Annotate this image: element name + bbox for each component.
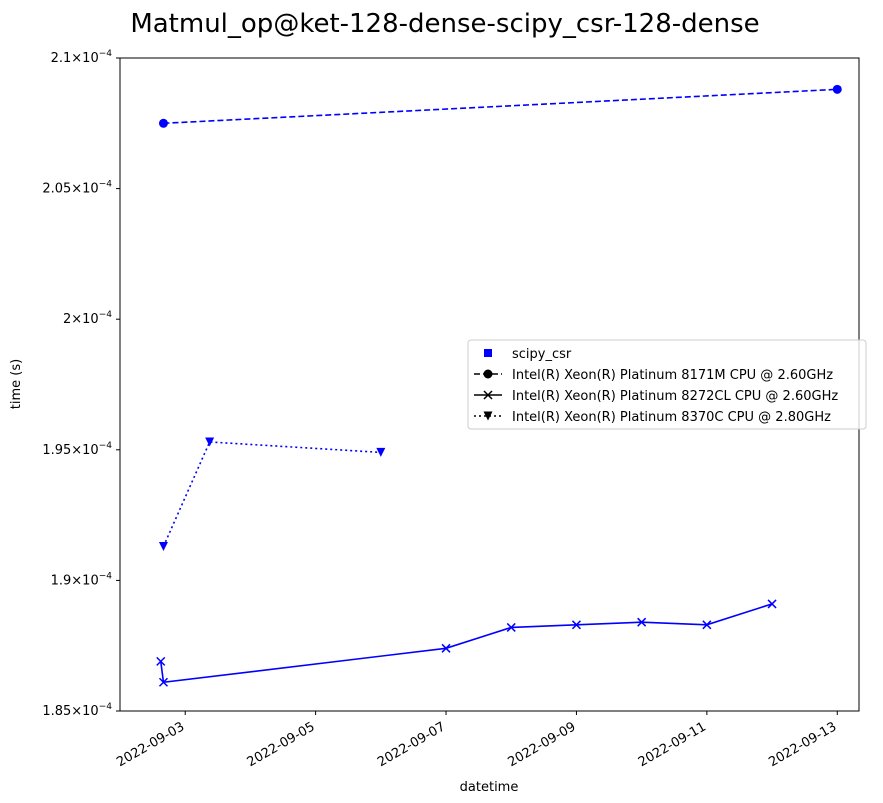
legend-marker (484, 349, 492, 357)
data-point (156, 656, 166, 666)
data-point (767, 599, 777, 609)
legend-label: Intel(R) Xeon(R) Platinum 8272CL CPU @ 2… (512, 389, 838, 404)
x-tick-label: 2022-09-07 (375, 719, 448, 770)
series-layer (156, 84, 842, 687)
y-axis-label: time (s) (9, 359, 24, 409)
data-point (158, 677, 169, 687)
legend: scipy_csr Intel(R) Xeon(R) Platinum 8171M… (467, 339, 867, 430)
x-tick-label: 2022-09-05 (245, 719, 318, 770)
y-tick-label: 1.9×10−4 (51, 571, 113, 588)
y-tick-label: 1.95×10−4 (42, 441, 112, 458)
data-point (571, 620, 581, 630)
data-point (158, 118, 168, 128)
x-tick-label: 2022-09-09 (506, 719, 579, 770)
y-tick-label: 2×10−4 (63, 310, 112, 327)
data-point (506, 622, 516, 632)
x-tick-label: 2022-09-11 (636, 719, 709, 770)
data-point (832, 84, 842, 94)
chart-title: Matmul_op@ket-128-dense-scipy_csr-128-de… (130, 9, 759, 39)
y-axis: 1.85×10−4 1.9×10−4 1.95×10−4 2×10−4 2.05×10−… (42, 49, 120, 719)
y-tick-label: 2.05×10−4 (42, 180, 112, 197)
legend-label: scipy_csr (512, 347, 572, 362)
series-line (159, 603, 773, 684)
legend-label: Intel(R) Xeon(R) Platinum 8370C CPU @ 2.… (512, 410, 831, 425)
x-tick-label: 2022-09-03 (114, 719, 187, 770)
data-point (702, 620, 712, 630)
data-point (376, 447, 386, 457)
y-tick-label: 1.85×10−4 (42, 702, 112, 719)
data-point (441, 643, 451, 653)
legend-marker (483, 411, 493, 421)
x-tick-label: 2022-09-13 (766, 719, 839, 770)
legend-frame (467, 339, 867, 430)
data-point (637, 617, 647, 627)
y-tick-label: 2.1×10−4 (51, 49, 113, 66)
data-point (205, 437, 215, 447)
data-point (158, 541, 168, 551)
legend-marker (483, 390, 493, 400)
x-axis: 2022-09-03 2022-09-05 2022-09-07 2022-09-09… (114, 711, 839, 770)
x-axis-label: datetime (460, 780, 519, 795)
legend-label: Intel(R) Xeon(R) Platinum 8171M CPU @ 2.… (512, 368, 833, 383)
series-line (163, 88, 838, 125)
legend-marker (483, 369, 493, 379)
